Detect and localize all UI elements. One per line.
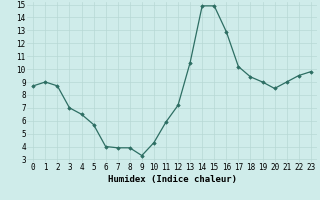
X-axis label: Humidex (Indice chaleur): Humidex (Indice chaleur) xyxy=(108,175,236,184)
